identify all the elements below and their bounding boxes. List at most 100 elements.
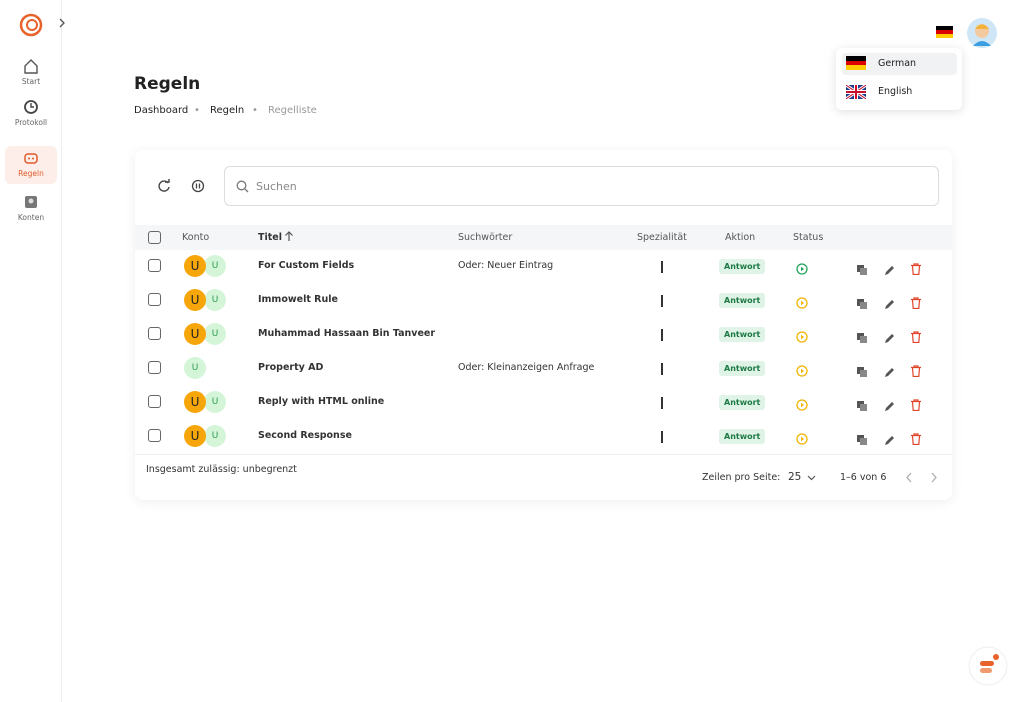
divider [135,454,952,455]
account-avatar: U [204,255,226,277]
specialty-indicator [660,429,666,448]
nav-label: Protokoll [14,118,48,127]
column-header: Aktion [725,232,756,243]
delete-button[interactable] [910,362,922,381]
delete-button[interactable] [910,396,922,415]
nav-label: Konten [17,213,45,222]
row-checkbox[interactable] [148,293,161,306]
status-icon[interactable] [796,396,808,415]
specialty-indicator [660,361,666,380]
search-icon [236,180,249,193]
copy-button[interactable] [857,397,868,416]
delete-button[interactable] [910,328,922,347]
dropdown-arrow [807,475,816,481]
edit-button[interactable] [884,431,895,450]
specialty-indicator [660,327,666,346]
breadcrumb-link[interactable]: Dashboard [134,105,189,116]
nav-protokoll[interactable]: Protokoll [5,95,57,133]
copy-button[interactable] [857,261,868,280]
rules-card [135,150,952,500]
specialty-indicator [660,293,666,312]
account-avatar: U [184,323,206,345]
chat-button[interactable] [968,646,1008,686]
column-header: Spezialität [637,232,687,243]
row-checkbox[interactable] [148,429,161,442]
breadcrumb-dot: • [194,105,200,116]
action-badge: Antwort [719,259,766,274]
edit-button[interactable] [884,295,895,314]
rule-title[interactable]: Reply with HTML online [258,396,385,407]
row-checkbox[interactable] [148,395,161,408]
rule-title[interactable]: Property AD [258,362,324,373]
copy-button[interactable] [857,329,868,348]
search-placeholder: Suchen [256,180,297,193]
account-avatar: U [204,425,226,447]
nav-label: Regeln [18,169,44,178]
menu-highlight [842,53,957,75]
account-avatar: U [184,255,206,277]
nav-konten[interactable]: Konten [5,190,57,228]
refresh-button[interactable] [157,179,171,193]
rule-title[interactable]: For Custom Fields [258,260,355,271]
total-info: Insgesamt zulässig: unbegrenzt [146,464,297,475]
status-icon[interactable] [796,362,808,381]
menu-item[interactable]: English [878,86,913,97]
prev-page[interactable] [905,472,913,483]
breadcrumb-current: Regelliste [268,105,317,116]
row-checkbox[interactable] [148,361,161,374]
flag-de[interactable] [936,26,953,38]
edit-button[interactable] [884,363,895,382]
sort-icon [285,231,293,241]
logo [19,13,43,37]
expand-button[interactable] [58,18,66,28]
page-title: Regeln [134,74,201,94]
rule-title[interactable]: Muhammad Hassaan Bin Tanveer [258,328,436,339]
flag-uk [846,85,866,99]
edit-button[interactable] [884,329,895,348]
copy-button[interactable] [857,295,868,314]
breadcrumb-dot: • [252,105,258,116]
search-input[interactable]: Suchen [224,166,939,206]
rows-per-page-select[interactable]: 25 [788,471,802,483]
rule-title[interactable]: Second Response [258,430,352,441]
column-header[interactable]: Titel [258,232,282,243]
rule-keywords: Oder: Kleinanzeigen Anfrage [458,362,595,373]
action-badge: Antwort [719,293,766,308]
table-header [135,225,952,250]
copy-button[interactable] [857,363,868,382]
row-checkbox[interactable] [148,259,161,272]
pause-all-button[interactable] [191,179,205,193]
action-badge: Antwort [719,429,766,444]
row-checkbox[interactable] [148,327,161,340]
copy-button[interactable] [857,431,868,450]
delete-button[interactable] [910,430,922,449]
page-range: 1–6 von 6 [840,472,887,483]
user-avatar[interactable] [967,18,997,48]
edit-button[interactable] [884,397,895,416]
next-page[interactable] [930,472,938,483]
nav-regeln[interactable]: Regeln [5,146,57,184]
status-icon[interactable] [796,430,808,449]
status-icon[interactable] [796,328,808,347]
account-avatar: U [184,391,206,413]
specialty-indicator [660,395,666,414]
action-badge: Antwort [719,361,766,376]
action-badge: Antwort [719,327,766,342]
action-badge: Antwort [719,395,766,410]
delete-button[interactable] [910,260,922,279]
status-icon[interactable] [796,294,808,313]
account-avatar: U [204,323,226,345]
account-avatar: U [184,357,206,379]
status-icon[interactable] [796,260,808,279]
delete-button[interactable] [910,294,922,313]
edit-button[interactable] [884,261,895,280]
nav-start[interactable]: Start [5,54,57,92]
rule-title[interactable]: Immowelt Rule [258,294,338,305]
column-header: Suchwörter [458,232,513,243]
language-menu: German English [836,48,962,110]
sidebar: Start Protokoll Regeln Konten [0,0,65,702]
menu-item[interactable]: German [878,58,917,69]
column-header: Konto [182,232,210,243]
select-all-checkbox[interactable] [148,231,161,244]
breadcrumb-link[interactable]: Regeln [210,105,245,116]
